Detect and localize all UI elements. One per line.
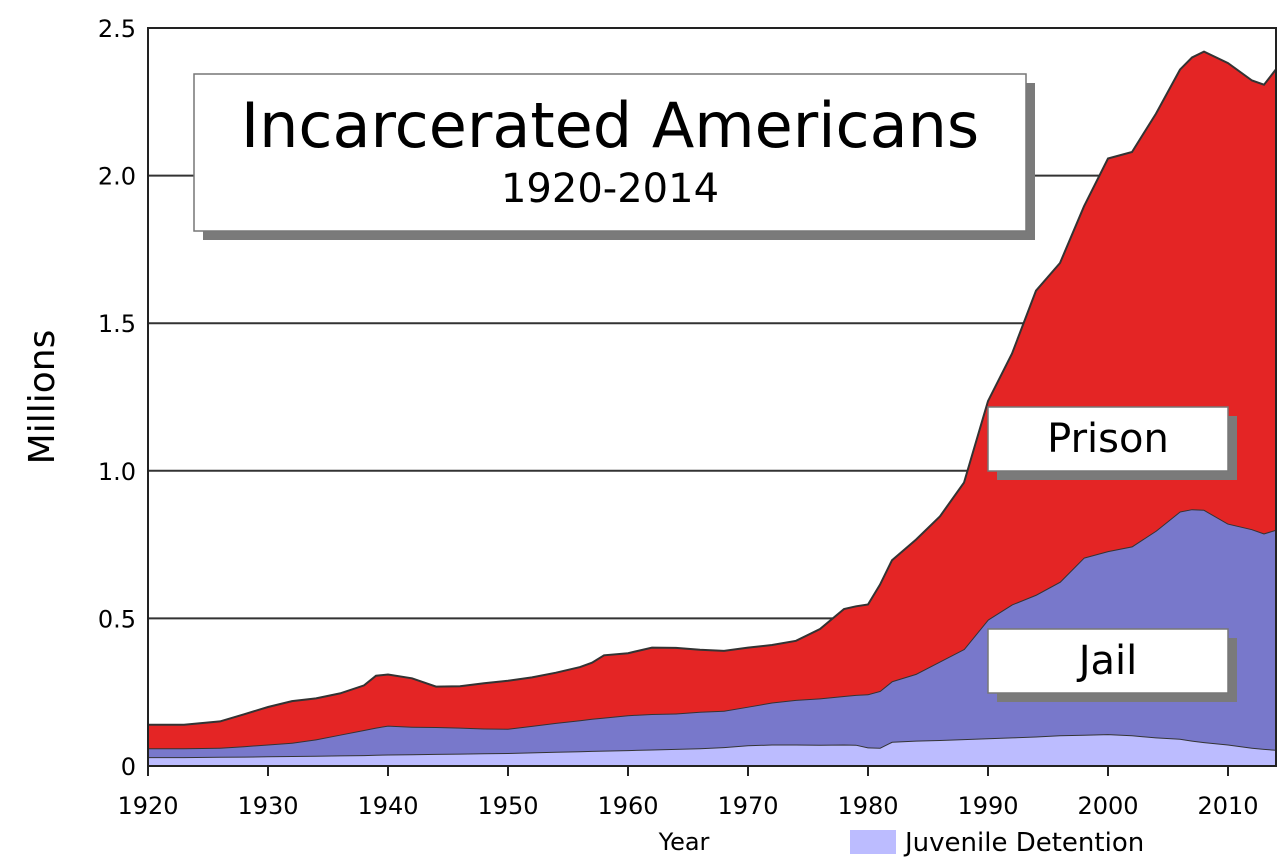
y-tick-label: 0 bbox=[121, 753, 136, 781]
chart-title: Incarcerated Americans bbox=[241, 89, 979, 162]
area-juvenile-detention bbox=[148, 734, 1276, 766]
y-tick-label: 1.0 bbox=[98, 458, 136, 486]
x-tick-label: 1970 bbox=[717, 792, 778, 820]
legend: Juvenile Detention bbox=[850, 828, 1144, 858]
title-box: Incarcerated Americans 1920-2014 bbox=[193, 73, 1035, 240]
x-tick-label: 1950 bbox=[477, 792, 538, 820]
prison-callout: Prison bbox=[987, 406, 1237, 480]
plot-frame bbox=[147, 27, 1277, 767]
x-tick-label: 1960 bbox=[597, 792, 658, 820]
legend-swatch-juvenile bbox=[850, 830, 896, 854]
prison-callout-panel bbox=[987, 406, 1229, 472]
y-tick-label: 0.5 bbox=[98, 605, 136, 633]
jail-callout-label: Jail bbox=[1076, 638, 1138, 684]
y-tick-label: 1.5 bbox=[98, 310, 136, 338]
y-tick-label: 2.0 bbox=[98, 163, 136, 191]
legend-label-juvenile: Juvenile Detention bbox=[903, 828, 1144, 858]
x-tick-label: 1990 bbox=[957, 792, 1018, 820]
x-tick-label: 2000 bbox=[1077, 792, 1138, 820]
x-tick-label: 1930 bbox=[237, 792, 298, 820]
x-tick-labels: 1920 1930 1940 1950 1960 1970 1980 1990 2000 2010 bbox=[117, 766, 1259, 820]
stacked-areas bbox=[148, 50, 1277, 766]
area-prison bbox=[148, 51, 1276, 749]
jail-callout-panel bbox=[987, 628, 1229, 694]
area-outline-prison bbox=[148, 50, 1277, 726]
area-jail bbox=[148, 509, 1276, 758]
jail-callout: Jail bbox=[987, 628, 1237, 702]
title-box-panel bbox=[193, 73, 1027, 232]
x-tick-label: 1920 bbox=[117, 792, 178, 820]
y-tick-labels: 0 0.5 1.0 1.5 2.0 2.5 bbox=[98, 15, 136, 781]
prison-callout-label: Prison bbox=[1047, 416, 1169, 462]
y-tick-label: 2.5 bbox=[98, 15, 136, 43]
x-tick-label: 2010 bbox=[1197, 792, 1258, 820]
x-tick-label: 1940 bbox=[357, 792, 418, 820]
chart-subtitle: 1920-2014 bbox=[501, 166, 719, 212]
x-tick-label: 1980 bbox=[837, 792, 898, 820]
x-axis-title: Year bbox=[658, 828, 710, 856]
y-axis-title: Millions bbox=[22, 330, 63, 465]
